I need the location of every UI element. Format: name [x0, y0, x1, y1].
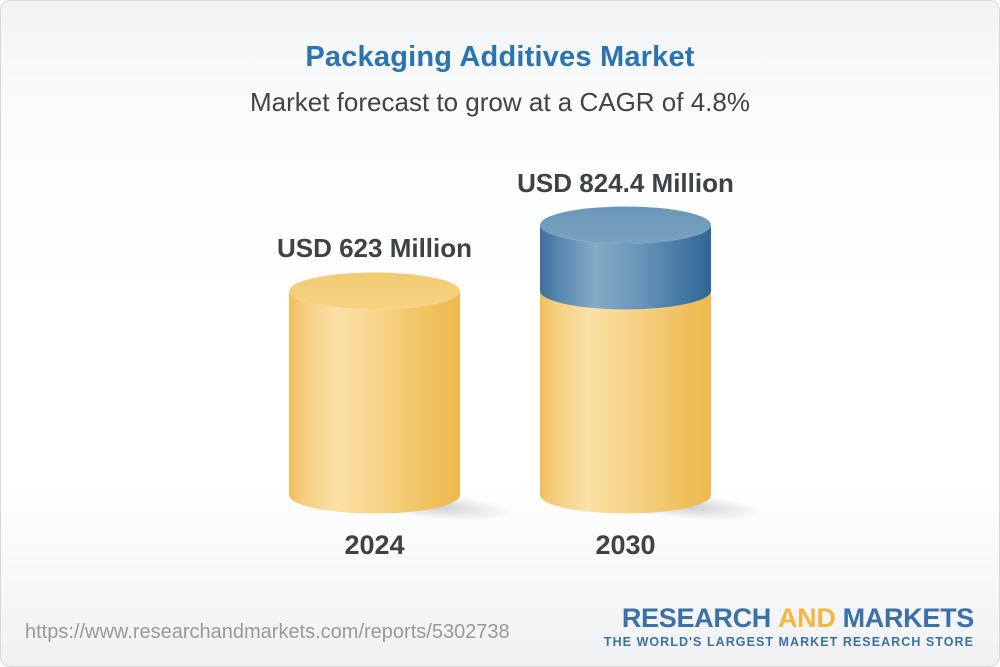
cylinder-top-2024: [289, 272, 460, 310]
cylinder-top-2030: [540, 206, 711, 244]
bar-segment-gold: [289, 290, 460, 514]
bars: [289, 206, 711, 514]
logo-word-markets: MARKETS: [842, 603, 975, 633]
research-and-markets-logo: RESEARCH AND MARKETS THE WORLD'S LARGEST…: [603, 603, 975, 650]
bar-segment-gold: [540, 290, 711, 514]
bar-2024: [289, 272, 460, 514]
logo-wordmark: RESEARCH AND MARKETS: [604, 603, 975, 633]
value-label-2030: USD 824.4 Million: [517, 167, 734, 198]
logo-word-research: RESEARCH: [621, 603, 771, 633]
chart-title: Packaging Additives Market: [305, 41, 695, 73]
category-label-2024: 2024: [344, 530, 405, 560]
report-url: https://www.researchandmarkets.com/repor…: [25, 621, 510, 643]
value-label-2024: USD 623 Million: [276, 233, 473, 264]
category-label-2030: 2030: [595, 530, 656, 560]
chart-subtitle: Market forecast to grow at a CAGR of 4.8…: [250, 87, 750, 117]
bar-2030: [540, 206, 711, 514]
bar-segment-blue: [540, 225, 711, 310]
logo-tagline: THE WORLD'S LARGEST MARKET RESEARCH STOR…: [603, 635, 974, 650]
logo-word-and: AND: [777, 603, 836, 633]
